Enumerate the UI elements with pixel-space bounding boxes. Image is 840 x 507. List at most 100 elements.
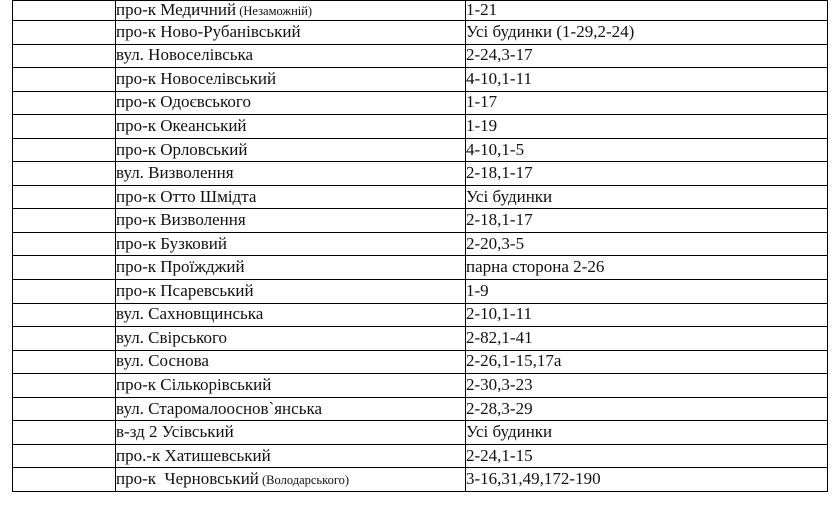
houses-cell: Усі будинки (1-29,2-24) — [465, 20, 828, 45]
houses-range: Усі будинки (1-29,2-24) — [466, 21, 635, 41]
houses-cell: парна сторона 2-26 — [465, 255, 828, 281]
houses-range: Усі будинки — [466, 422, 553, 442]
houses-cell: 2-18,1-17 — [465, 208, 828, 233]
blank-cell — [12, 184, 116, 210]
street-name: про-к Отто Шмідта — [116, 186, 257, 206]
table-row: вул. Соснова 2-26,1-15,17а — [12, 349, 828, 375]
houses-cell: 3-16,31,49,172-190 — [465, 467, 828, 492]
blank-cell — [12, 20, 116, 45]
street-cell: про-к Черновський (Володарського) — [115, 467, 466, 492]
street-cell: в-зд 2 Усівський — [115, 420, 466, 445]
houses-range: 2-10,1-11 — [466, 304, 532, 324]
street-cell: про-к Визволення — [115, 208, 466, 233]
table-row: вул. Визволення 2-18,1-17 — [12, 161, 828, 186]
street-name: про-к Одоєвського — [116, 92, 251, 112]
table-row: про-к Проїжджий парна сторона 2-26 — [12, 255, 828, 281]
street-name: про.-к Хатишевський — [116, 445, 271, 465]
houses-cell: 2-30,3-23 — [465, 373, 828, 398]
blank-cell — [12, 208, 116, 233]
table-row: про-к Сількорівський 2-30,3-23 — [12, 373, 828, 398]
street-cell: про-к Новоселівський — [115, 67, 466, 92]
table-row: про-к Псаревський 1-9 — [12, 279, 828, 304]
street-cell: про-к Ново-Рубанівський — [115, 20, 466, 45]
blank-cell — [12, 302, 116, 328]
street-cell: вул. Свірського — [115, 326, 466, 351]
street-name: про-к Медичний — [116, 0, 237, 19]
table-row: про-к Черновський (Володарського) 3-16,3… — [12, 467, 828, 492]
houses-range: 1-21 — [466, 0, 498, 19]
houses-cell: 2-28,3-29 — [465, 396, 828, 422]
street-cell: про.-к Хатишевський — [115, 443, 466, 469]
street-cell: вул. Старомалооснов`янська — [115, 396, 466, 422]
blank-cell — [12, 90, 116, 116]
houses-cell: Усі будинки — [465, 184, 828, 210]
table-row: про-к Одоєвського 1-17 — [12, 90, 828, 116]
street-name: в-зд 2 Усівський — [116, 422, 234, 442]
houses-range: 2-18,1-17 — [466, 163, 533, 183]
houses-cell: Усі будинки — [465, 420, 828, 445]
blank-cell — [12, 43, 116, 69]
street-name: вул. Сахновщинська — [116, 304, 264, 324]
houses-range: 1-19 — [466, 115, 498, 135]
blank-cell — [12, 67, 116, 92]
street-name: про-к Черновський — [116, 469, 259, 489]
street-cell: вул. Соснова — [115, 349, 466, 375]
houses-cell: 2-24,3-17 — [465, 43, 828, 69]
blank-cell — [12, 255, 116, 281]
houses-range: 2-30,3-23 — [466, 374, 533, 394]
blank-cell — [12, 349, 116, 375]
table-row: про-к Медичний (Незаможній) 1-21 — [12, 0, 828, 21]
houses-range: 1-9 — [466, 280, 489, 300]
table-row: в-зд 2 Усівський Усі будинки — [12, 420, 828, 445]
blank-cell — [12, 420, 116, 445]
houses-range: 2-20,3-5 — [466, 233, 525, 253]
street-note: (Володарського) — [258, 473, 350, 488]
houses-cell: 4-10,1-11 — [465, 67, 828, 92]
houses-cell: 2-26,1-15,17а — [465, 349, 828, 375]
street-name: про-к Орловський — [116, 139, 248, 159]
table-row: про.-к Хатишевський 2-24,1-15 — [12, 443, 828, 469]
blank-cell — [12, 443, 116, 469]
street-name: вул. Старомалооснов`янська — [116, 398, 323, 418]
houses-range: 4-10,1-11 — [466, 68, 532, 88]
blank-cell — [12, 326, 116, 351]
street-name: вул. Визволення — [116, 163, 234, 183]
street-cell: про-к Одоєвського — [115, 90, 466, 116]
blank-cell — [12, 137, 116, 163]
blank-cell — [12, 396, 116, 422]
address-table-body: про-к Медичний (Незаможній) 1-21 про-к Н… — [12, 0, 828, 492]
houses-cell: 4-10,1-5 — [465, 137, 828, 163]
houses-range: Усі будинки — [466, 186, 553, 206]
table-row: про-к Океанський 1-19 — [12, 114, 828, 139]
houses-cell: 2-18,1-17 — [465, 161, 828, 186]
street-name: вул. Свірського — [116, 327, 228, 347]
street-name: про-к Псаревський — [116, 280, 254, 300]
houses-cell: 1-17 — [465, 90, 828, 116]
houses-range: 4-10,1-5 — [466, 139, 525, 159]
houses-range: 2-24,1-15 — [466, 445, 533, 465]
street-cell: вул. Визволення — [115, 161, 466, 186]
blank-cell — [12, 0, 116, 21]
street-cell: про-к Орловський — [115, 137, 466, 163]
street-name: про-к Визволення — [116, 210, 246, 230]
blank-cell — [12, 467, 116, 492]
street-name: про-к Сількорівський — [116, 374, 272, 394]
table-row: про-к Орловський 4-10,1-5 — [12, 137, 828, 163]
houses-range: парна сторона 2-26 — [466, 257, 605, 277]
street-cell: про-к Псаревський — [115, 279, 466, 304]
blank-cell — [12, 231, 116, 257]
street-name: про-к Новоселівський — [116, 68, 277, 88]
houses-cell: 2-20,3-5 — [465, 231, 828, 257]
houses-cell: 1-21 — [465, 0, 828, 21]
houses-cell: 2-10,1-11 — [465, 302, 828, 328]
street-cell: вул. Новоселівська — [115, 43, 466, 69]
houses-cell: 1-9 — [465, 279, 828, 304]
street-cell: про-к Отто Шмідта — [115, 184, 466, 210]
street-cell: про-к Сількорівський — [115, 373, 466, 398]
street-name: про-к Бузковий — [116, 233, 227, 253]
houses-range: 1-17 — [466, 92, 498, 112]
table-row: про-к Ново-Рубанівський Усі будинки (1-2… — [12, 20, 828, 45]
street-cell: вул. Сахновщинська — [115, 302, 466, 328]
blank-cell — [12, 114, 116, 139]
